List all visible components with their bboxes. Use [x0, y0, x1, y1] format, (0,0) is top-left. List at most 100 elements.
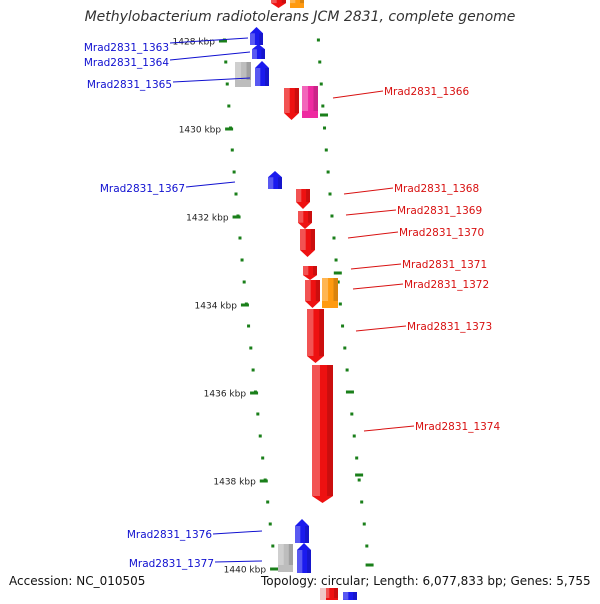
- scale-label: 1438 kbp: [213, 478, 256, 488]
- map-title: Methylobacterium radiotolerans JCM 2831,…: [84, 9, 516, 25]
- scale-tick: [266, 500, 270, 504]
- gene-label-right: Mrad2831_1368: [394, 183, 479, 195]
- gene-leader-line: [185, 181, 236, 188]
- gene-leader-line: [343, 187, 394, 195]
- gene-unlabeled-shadow: [334, 585, 338, 598]
- gene-label-right: Mrad2831_1374: [415, 421, 500, 433]
- gene-label-right: Mrad2831_1372: [404, 279, 489, 291]
- scale-label: 1440 kbp: [224, 566, 267, 576]
- scale-tick: [360, 500, 364, 504]
- gene-right-shine: [296, 189, 302, 202]
- scale-tick: [338, 302, 342, 306]
- gene-left-shine: [295, 526, 301, 543]
- gene-left-shadow: [305, 526, 309, 543]
- gene-right-shadow: [310, 229, 315, 250]
- gene-left-shadow: [278, 177, 282, 189]
- gene-leader-line: [332, 90, 384, 99]
- gene-right-shine: [307, 309, 314, 356]
- scale-tick: [355, 456, 359, 460]
- gene-right-shadow: [327, 365, 333, 496]
- gene-right-shine: [300, 229, 306, 250]
- scale-tick: [268, 522, 272, 526]
- gene-unlabeled-shadow: [246, 62, 251, 80]
- gene-unlabeled-shine: [271, 0, 277, 4]
- scale-tick: [234, 192, 238, 196]
- gene-right-shine: [303, 266, 309, 276]
- scale-tick: [238, 236, 242, 240]
- gene-label-left: Mrad2831_1363: [84, 42, 169, 54]
- genome-summary: Topology: circular; Length: 6,077,833 bp…: [259, 574, 593, 588]
- scale-tick: [324, 148, 328, 152]
- scale-tick: [334, 258, 338, 262]
- scale-tick: [321, 104, 325, 108]
- scale-tick: [247, 324, 251, 328]
- gene-left-shadow: [261, 49, 265, 59]
- scale-major-tick: [259, 479, 268, 483]
- scale-tick: [319, 82, 323, 86]
- gene-left-shadow: [307, 550, 311, 573]
- gene-left-shine: [252, 49, 257, 59]
- gene-leader-line: [355, 325, 407, 332]
- gene-unlabeled-shadow: [281, 0, 286, 4]
- gene-label-left: Mrad2831_1376: [127, 529, 212, 541]
- scale-major-tick: [225, 127, 234, 131]
- gene-leader-line: [347, 231, 399, 239]
- scale-tick: [318, 60, 322, 64]
- gene-right-shadow: [294, 88, 299, 113]
- scale-tick: [316, 38, 320, 42]
- gene-right-shine: [305, 280, 311, 301]
- scale-tick: [240, 258, 244, 262]
- scale-major-tick: [365, 563, 374, 567]
- scale-label: 1432 kbp: [186, 214, 229, 224]
- scale-major-tick: [355, 473, 364, 477]
- gene-right-shadow: [313, 266, 317, 276]
- scale-tick: [261, 456, 265, 460]
- scale-tick: [242, 280, 246, 284]
- scale-tick: [249, 346, 253, 350]
- gene-left-shine: [297, 550, 303, 573]
- scale-tick: [323, 126, 327, 130]
- gene-left-shadow: [265, 68, 269, 86]
- scale-tick: [328, 192, 332, 196]
- scale-tick: [224, 60, 228, 64]
- scale-tick: [256, 412, 260, 416]
- gene-unlabeled-shine: [278, 544, 284, 565]
- scale-tick: [227, 104, 231, 108]
- scale-major-tick: [345, 390, 354, 394]
- gene-leader-line: [345, 209, 397, 216]
- gene-unlabeled-shadow: [333, 278, 338, 301]
- scale-tick: [352, 434, 356, 438]
- gene-right-shadow: [319, 309, 324, 356]
- accession-label: Accession: NC_010505: [7, 574, 148, 588]
- gene-leader-line: [352, 283, 404, 290]
- scale-major-tick: [333, 271, 342, 275]
- scale-tick: [225, 82, 229, 86]
- gene-leader-line: [169, 51, 251, 61]
- scale-tick: [271, 544, 275, 548]
- scale-tick: [336, 280, 340, 284]
- gene-unlabeled-shadow: [353, 592, 357, 600]
- gene-right-shine: [298, 211, 304, 223]
- scale-tick: [357, 478, 361, 482]
- gene-left-shine: [268, 177, 274, 189]
- gene-leader-line: [363, 425, 415, 432]
- gene-leader-line: [214, 560, 263, 563]
- gene-unlabeled-shadow: [300, 0, 304, 4]
- scale-tick: [365, 544, 369, 548]
- gene-right-shadow: [306, 189, 310, 202]
- gene-label-right: Mrad2831_1370: [399, 227, 484, 239]
- scale-tick: [362, 522, 366, 526]
- gene-left-shine: [255, 68, 261, 86]
- gene-leader-line: [169, 37, 249, 44]
- scale-major-tick: [270, 567, 279, 571]
- gene-leader-line: [350, 263, 402, 270]
- gene-left-shine: [250, 33, 255, 45]
- gene-label-left: Mrad2831_1364: [84, 57, 169, 69]
- gene-label-right: Mrad2831_1369: [397, 205, 482, 217]
- scale-tick: [343, 346, 347, 350]
- gene-unlabeled: [320, 580, 326, 600]
- gene-unlabeled-shine: [324, 585, 330, 598]
- scale-tick: [345, 368, 349, 372]
